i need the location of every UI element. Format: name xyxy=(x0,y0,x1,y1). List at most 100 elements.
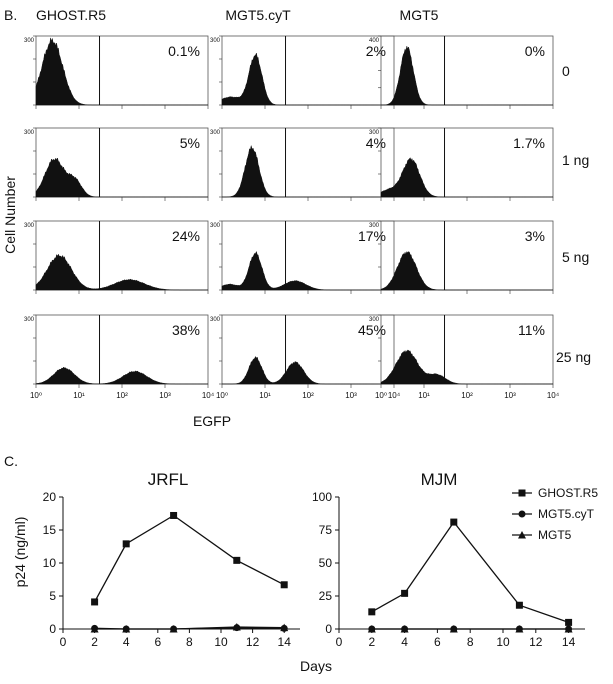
histogram-0-1: 2% 300 xyxy=(210,35,395,109)
x-tick-label: 14 xyxy=(278,635,292,649)
x-tick-label: 8 xyxy=(186,635,193,649)
histogram-2-2: 3% 300 xyxy=(369,220,554,294)
histogram-area xyxy=(381,46,553,106)
y-tick-label-max: 300 xyxy=(369,130,380,136)
x-tick-label: 10 xyxy=(496,635,510,649)
x-tick-label: 8 xyxy=(467,635,474,649)
row-label-0: 0 xyxy=(562,63,570,79)
x-tick-label: 10³ xyxy=(504,391,516,400)
x-tick-label: 2 xyxy=(91,635,98,649)
legend: GHOST.R5 MGT5.cyT MGT5 xyxy=(512,486,598,542)
marker-square xyxy=(122,540,130,548)
marker-triangle xyxy=(169,625,178,633)
marker-triangle xyxy=(122,625,131,633)
marker-square xyxy=(565,618,573,626)
percent-positive-label: 24% xyxy=(172,228,200,244)
percent-positive-label: 11% xyxy=(518,322,545,338)
marker-triangle xyxy=(400,625,409,633)
histogram-area xyxy=(222,145,394,198)
y-tick-label-max: 400 xyxy=(369,38,380,44)
histogram-area xyxy=(35,366,208,385)
chart-title-mjm: MJM xyxy=(421,470,458,489)
histogram-2-1: 17%300 xyxy=(210,220,395,294)
y-tick-label-max: 300 xyxy=(24,38,35,44)
percent-positive-label: 0% xyxy=(525,43,545,59)
marker-square xyxy=(450,518,458,526)
legend-item: MGT5.cyT xyxy=(512,507,595,521)
histogram-area xyxy=(380,349,553,385)
x-tick-label: 10⁴ xyxy=(202,391,215,400)
y-tick-label: 75 xyxy=(319,523,333,537)
x-tick-label: 10⁰ xyxy=(375,391,387,400)
marker-triangle xyxy=(518,531,526,539)
y-tick-label: 5 xyxy=(49,589,56,603)
y-tick-label-max: 300 xyxy=(24,317,35,323)
legend-item: MGT5 xyxy=(512,528,572,542)
percent-positive-label: 38% xyxy=(172,322,200,338)
column-title-ghost: GHOST.R5 xyxy=(36,7,106,23)
y-tick-label: 25 xyxy=(319,589,333,603)
marker-square xyxy=(170,511,178,519)
histogram-area xyxy=(222,355,394,385)
percent-positive-label: 3% xyxy=(525,228,545,244)
x-tick-label: 14 xyxy=(562,635,576,649)
y-tick-label: 20 xyxy=(43,490,57,504)
series-ghostr5 xyxy=(368,518,573,626)
marker-triangle xyxy=(449,625,458,633)
column-title-mgt5: MGT5 xyxy=(400,7,439,23)
histogram-area xyxy=(35,157,208,198)
legend-label: MGT5.cyT xyxy=(538,507,595,521)
marker-triangle xyxy=(564,625,573,633)
marker-square xyxy=(91,598,99,606)
marker-triangle xyxy=(280,623,289,632)
legend-item: GHOST.R5 xyxy=(512,486,598,500)
x-tick-label: 10⁴ xyxy=(388,391,401,400)
x-axis-label-egfp: EGFP xyxy=(193,413,231,429)
legend-label: GHOST.R5 xyxy=(538,486,598,500)
marker-square xyxy=(368,608,376,616)
x-tick-label: 10² xyxy=(461,391,473,400)
x-tick-label: 4 xyxy=(123,635,130,649)
x-tick-label: 10² xyxy=(302,391,314,400)
percent-positive-label: 0.1% xyxy=(168,43,200,59)
marker-square xyxy=(401,589,409,597)
series-ghostr5 xyxy=(91,511,288,606)
x-tick-label: 10³ xyxy=(345,391,357,400)
histogram-1-0: 5% 300 xyxy=(24,127,209,201)
x-tick-label: 10⁰ xyxy=(216,391,228,400)
x-tick-label: 2 xyxy=(368,635,375,649)
marker-square xyxy=(518,489,526,497)
row-label-5ng: 5 ng xyxy=(562,249,589,265)
x-tick-label: 10¹ xyxy=(73,391,85,400)
y-tick-label: 50 xyxy=(319,556,333,570)
y-tick-label: 0 xyxy=(49,622,56,636)
chart-title-jrfl: JRFL xyxy=(148,470,189,489)
y-axis-label-p24: p24 (ng/ml) xyxy=(12,517,28,588)
x-tick-label: 6 xyxy=(154,635,161,649)
x-tick-label: 12 xyxy=(529,635,543,649)
percent-positive-label: 4% xyxy=(366,135,386,151)
y-tick-label-max: 300 xyxy=(210,317,221,323)
histogram-0-0: 0.1% 300 xyxy=(24,35,209,109)
column-title-mgt5cyt: MGT5.cyT xyxy=(225,7,291,23)
x-tick-label: 4 xyxy=(401,635,408,649)
marker-square xyxy=(515,601,523,609)
y-tick-label: 15 xyxy=(43,523,57,537)
histogram-0-2: 0% 400 xyxy=(369,35,554,109)
marker-square xyxy=(233,556,241,564)
x-tick-label: 6 xyxy=(434,635,441,649)
percent-positive-label: 2% xyxy=(366,43,386,59)
histogram-1-2: 1.7% 300 xyxy=(369,127,554,201)
histogram-area xyxy=(380,250,553,291)
panel-b-label: B. xyxy=(4,7,17,23)
histogram-3-2: 11% 300 10⁰ 10¹ 10² 10³ 10⁴ xyxy=(369,314,560,400)
line-charts: 0 5 10 15 20 0 2 4 6 8 10 12 14 0 25 50 75 100 0 2 4 6 8 10 12 14 xyxy=(43,490,585,649)
histogram-1-1: 4%300 xyxy=(210,127,395,201)
x-tick-label: 10² xyxy=(116,391,128,400)
series-mgt5 xyxy=(90,623,289,633)
percent-positive-label: 1.7% xyxy=(513,135,545,151)
y-tick-label-max: 300 xyxy=(210,38,221,44)
y-axis-label-cell-number: Cell Number xyxy=(2,176,18,254)
